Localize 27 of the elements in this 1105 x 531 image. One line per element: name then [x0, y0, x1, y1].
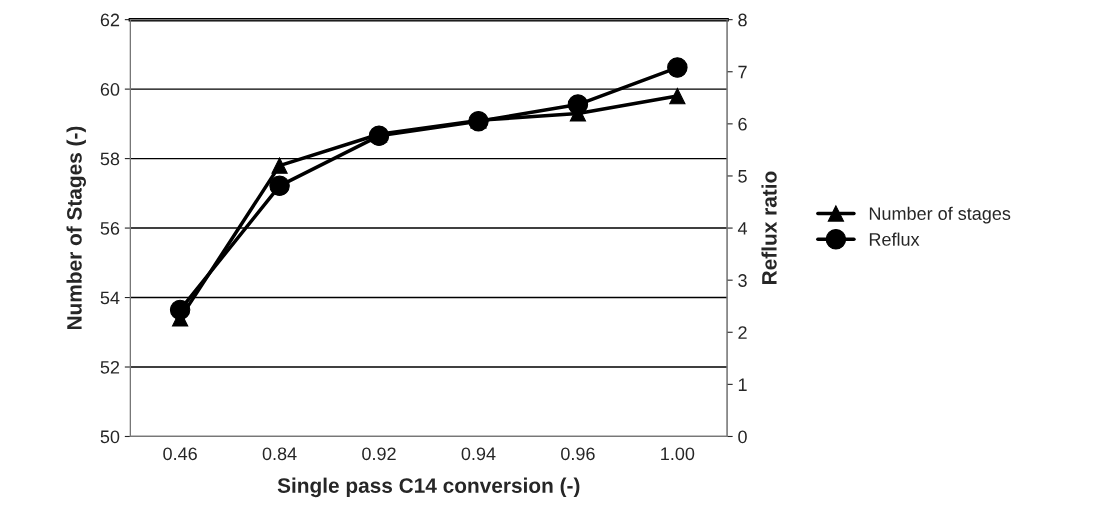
y2-tick-label: 5	[738, 170, 747, 183]
y2-tick-label: 2	[738, 326, 747, 339]
y2-tick-label: 4	[737, 222, 748, 235]
y2-tick-label: 3	[738, 274, 747, 287]
y2-tick-label: 7	[738, 65, 747, 79]
y2-tick-label: 0	[738, 430, 747, 444]
y2-tick-label: 1	[738, 378, 747, 391]
x-tick-label: 0.46	[163, 447, 197, 461]
y-tick-label: 50	[100, 430, 120, 444]
x-tick-label: 0.92	[362, 447, 396, 461]
x-tick-label: 0.94	[461, 447, 496, 461]
y-tick-label: 58	[100, 152, 120, 166]
y2-tick-label: 6	[738, 117, 747, 131]
y-tick-label: 60	[100, 83, 120, 96]
y-tick-label: 62	[100, 13, 120, 27]
x-tick-label: 1.00	[661, 447, 695, 461]
y2-axis-title: Reflux ratio	[761, 171, 777, 284]
y-axis-title: Number of Stages (-)	[66, 126, 86, 330]
x-tick-label: 0.96	[561, 447, 595, 461]
y-tick-label: 52	[100, 360, 120, 374]
legend-label: Number of stages	[869, 206, 1011, 224]
legend-label: Reflux	[869, 232, 920, 246]
x-tick-label: 0.84	[262, 447, 297, 461]
x-axis-title: Single pass C14 conversion (-)	[277, 477, 580, 498]
y-tick-label: 56	[100, 222, 120, 235]
y-tick-label: 54	[100, 291, 120, 305]
y2-tick-label: 8	[738, 13, 747, 27]
